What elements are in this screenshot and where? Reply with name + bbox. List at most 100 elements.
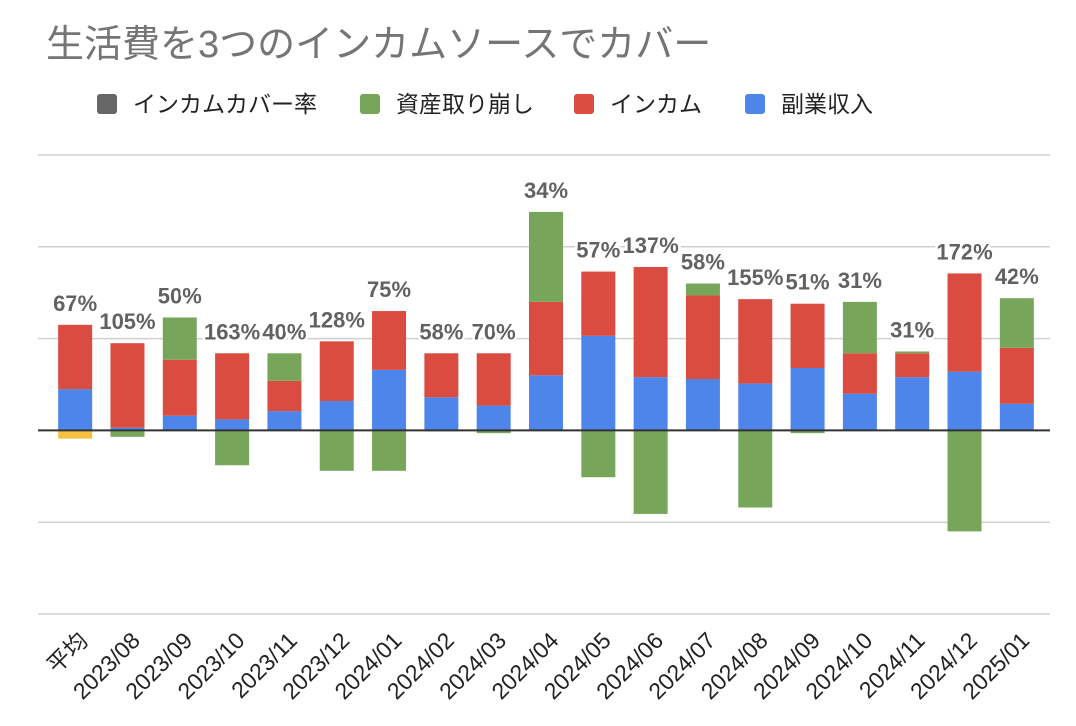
bar-segment-income: [790, 303, 825, 368]
bar-segment-side-income: [685, 378, 720, 431]
data-label-cover-ratio: 50%: [158, 283, 202, 308]
data-label-value: 128: [309, 307, 346, 332]
bar-stack: [267, 353, 302, 431]
bar-segment-income: [215, 353, 250, 420]
bar-stack: [947, 273, 982, 532]
bar-segment-income: [424, 353, 459, 398]
data-label-unit: %: [764, 265, 784, 290]
bar-segment-income: [685, 295, 720, 379]
data-label-cover-ratio: 42%: [995, 264, 1039, 289]
legend-item-income: インカム: [574, 91, 702, 117]
bar-segment-income: [529, 301, 563, 376]
bar-stack: [215, 353, 250, 466]
legend-label-income: インカム: [610, 91, 702, 117]
data-label-value: 67: [53, 291, 77, 316]
bar-segment-income: [581, 271, 616, 336]
bar-segment-income: [110, 343, 145, 428]
bar-segment-side-income: [895, 377, 930, 431]
bar-segment-side-income: [947, 371, 982, 431]
bar-segment-side-income: [999, 403, 1034, 431]
bar-stack: [842, 301, 877, 431]
bar-segment-income: [267, 380, 302, 412]
bar-stack: [790, 303, 825, 434]
data-label-value: 57: [576, 238, 600, 263]
data-label-value: 163: [204, 319, 241, 344]
bar-stack: [738, 299, 773, 508]
bar-stack: [162, 317, 197, 431]
bar-segment-asset-drawdown: [162, 317, 197, 360]
data-label-cover-ratio: 75%: [367, 277, 411, 302]
bar-segment-asset-drawdown: [110, 430, 145, 437]
bar-segment-asset-drawdown: [215, 430, 250, 466]
bar-segment-side-income: [110, 427, 145, 431]
bar-segment-income: [476, 353, 511, 406]
data-label-cover-ratio: 137%: [622, 233, 678, 258]
bar-segment-income: [999, 347, 1034, 404]
data-label-unit: %: [136, 309, 156, 334]
legend-swatch-income: [574, 94, 594, 114]
data-label-cover-ratio: 31%: [890, 317, 934, 342]
bar-segment-income: [162, 359, 197, 416]
bar-segment-asset-drawdown: [842, 301, 877, 354]
bar-stack: [581, 271, 616, 478]
bar-segment-asset-drawdown: [267, 353, 302, 381]
bar-segment-asset-drawdown: [999, 298, 1034, 348]
data-label-unit: %: [392, 277, 412, 302]
data-label-unit: %: [810, 270, 830, 295]
data-label-unit: %: [659, 233, 679, 258]
bar-segment-asset-drawdown: [58, 430, 93, 439]
data-label-cover-ratio: 58%: [419, 319, 463, 344]
bar-segment-asset-drawdown: [738, 430, 773, 508]
data-label-cover-ratio: 57%: [576, 238, 620, 263]
bar-segment-asset-drawdown: [581, 430, 616, 478]
bar-segment-side-income: [633, 377, 668, 431]
data-label-value: 40: [262, 319, 286, 344]
data-label-value: 58: [419, 319, 443, 344]
data-label-unit: %: [496, 319, 516, 344]
data-label-unit: %: [601, 238, 621, 263]
bar-segment-income: [842, 353, 877, 394]
data-label-cover-ratio: 31%: [838, 268, 882, 293]
data-label-cover-ratio: 34%: [524, 178, 568, 203]
bar-segment-income: [738, 299, 773, 384]
bar-segment-side-income: [790, 367, 825, 431]
bar-segment-asset-drawdown: [685, 283, 720, 296]
bar-segment-asset-drawdown: [372, 430, 407, 471]
data-label-value: 155: [727, 265, 764, 290]
bar-segment-side-income: [738, 383, 773, 431]
bars: [58, 211, 1034, 532]
bar-segment-asset-drawdown: [529, 211, 563, 302]
bar-segment-side-income: [476, 405, 511, 431]
bar-stack: [633, 266, 668, 514]
bar-stack: [529, 211, 563, 431]
legend-item-asset-drawdown: 資産取り崩し: [360, 91, 534, 117]
data-label-cover-ratio: 70%: [472, 319, 516, 344]
data-label-unit: %: [241, 319, 261, 344]
bar-segment-asset-drawdown: [319, 430, 354, 471]
data-label-unit: %: [345, 307, 365, 332]
data-label-unit: %: [444, 319, 464, 344]
bar-stack: [319, 341, 354, 471]
bar-segment-side-income: [162, 415, 197, 431]
legend-label-side-income: 副業収入: [781, 91, 873, 117]
data-label-value: 50: [158, 283, 182, 308]
bar-segment-asset-drawdown: [633, 430, 668, 514]
data-label-value: 34: [524, 178, 549, 203]
bar-stack: [476, 353, 511, 434]
data-label-cover-ratio: 105%: [99, 309, 155, 334]
bar-stack: [110, 343, 145, 437]
bar-segment-side-income: [529, 375, 563, 431]
bar-segment-income: [947, 273, 982, 372]
data-label-value: 172: [936, 239, 973, 264]
data-label-value: 70: [472, 319, 496, 344]
data-label-value: 31: [890, 317, 914, 342]
data-label-cover-ratio: 128%: [309, 307, 365, 332]
data-label-unit: %: [182, 283, 202, 308]
bar-segment-income: [633, 266, 668, 378]
data-label-value: 105: [99, 309, 136, 334]
bar-segment-side-income: [319, 401, 354, 431]
bar-segment-income: [372, 311, 407, 370]
legend-label-cover-ratio: インカムカバー率: [133, 91, 317, 117]
bar-stack: [424, 353, 459, 432]
data-label-unit: %: [973, 239, 993, 264]
